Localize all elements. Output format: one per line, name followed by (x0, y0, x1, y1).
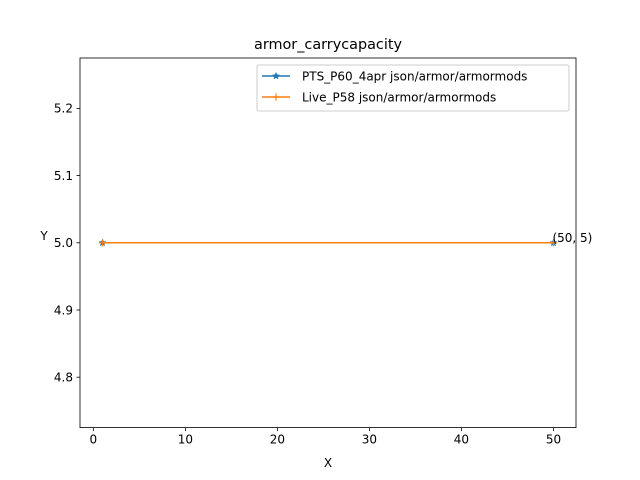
legend-label: PTS_P60_4apr json/armor/armormods (302, 69, 527, 83)
x-axis: 0 10 20 30 40 50 (90, 427, 561, 447)
data-point (98, 239, 107, 247)
x-tick-label: 40 (454, 433, 469, 447)
annotation-layer: (50, 5) (552, 231, 592, 245)
y-axis: 4.8 4.9 5.0 5.1 5.2 (54, 102, 80, 385)
series-layer (98, 238, 558, 247)
legend-label: Live_P58 json/armor/armormods (302, 90, 496, 104)
x-tick-label: 20 (270, 433, 285, 447)
plot-area: (50, 5) (79, 57, 592, 429)
point-annotation: (50, 5) (552, 231, 592, 245)
y-tick-label: 4.8 (54, 371, 73, 385)
y-tick-label: 4.9 (54, 303, 73, 317)
y-axis-label: Y (39, 229, 48, 243)
legend-entries: PTS_P60_4apr json/armor/armormods Live_P5… (262, 69, 527, 104)
legend-marker (272, 93, 280, 101)
x-tick-label: 50 (546, 433, 561, 447)
legend: PTS_P60_4apr json/armor/armormods Live_P5… (256, 64, 570, 112)
legend-box (256, 64, 570, 112)
x-axis-label: X (324, 456, 332, 470)
y-tick-label: 5.1 (54, 169, 73, 183)
legend-entry: PTS_P60_4apr json/armor/armormods (262, 69, 527, 83)
data-point (549, 239, 558, 247)
y-tick-label: 5.0 (54, 236, 73, 250)
x-tick-label: 30 (362, 433, 377, 447)
chart-title: armor_carrycapacity (254, 37, 402, 53)
y-tick-label: 5.2 (54, 102, 73, 116)
x-tick-label: 10 (178, 433, 193, 447)
x-tick-label: 0 (90, 433, 98, 447)
series-2 (98, 239, 558, 247)
legend-entry: Live_P58 json/armor/armormods (262, 90, 496, 104)
legend-marker (271, 71, 281, 80)
